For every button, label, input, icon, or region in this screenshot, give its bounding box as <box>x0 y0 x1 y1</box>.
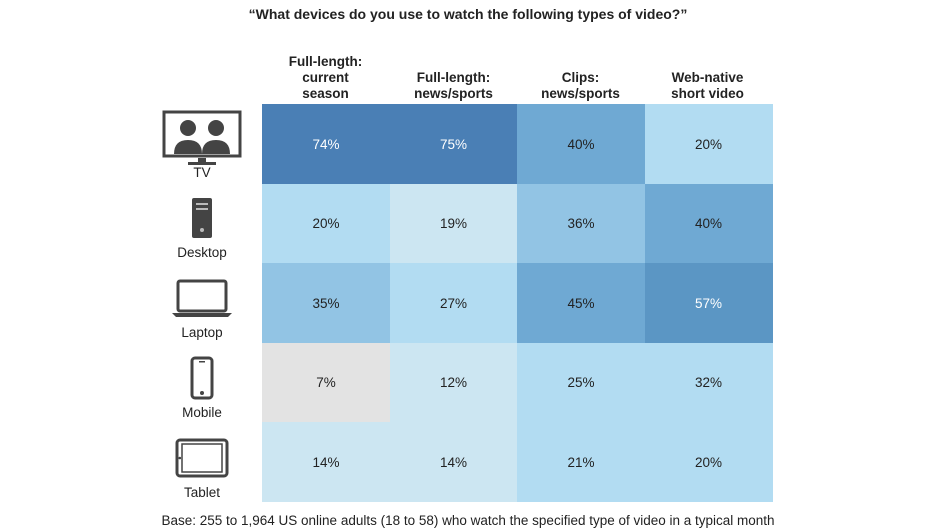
row-label-text: Laptop <box>181 325 223 340</box>
row-label-mobile: Mobile <box>140 344 264 424</box>
row-label-tv: TV <box>140 104 264 184</box>
heatmap-cell: 40% <box>517 104 645 185</box>
heatmap-cell: 19% <box>389 183 518 264</box>
row-label-text: Mobile <box>182 405 222 420</box>
laptop-icon <box>140 272 264 324</box>
heatmap-cell: 32% <box>644 342 773 423</box>
heatmap-cell: 36% <box>517 183 645 264</box>
column-header-clips-news-sports: Clips: news/sports <box>541 70 620 101</box>
heatmap-cell: 27% <box>389 263 518 344</box>
heatmap-cell: 25% <box>517 342 645 423</box>
heatmap-cell: 20% <box>644 104 773 185</box>
heatmap-cell: 45% <box>517 263 645 344</box>
heatmap-cell: 57% <box>644 263 773 344</box>
heatmap-cell: 40% <box>644 183 773 264</box>
heatmap-cell: 74% <box>262 104 390 185</box>
row-label-tablet: Tablet <box>140 424 264 504</box>
tv-icon <box>140 110 264 165</box>
heatmap-grid: 74% 75% 40% 20% 20% 19% 36% 40% 35% 27% 45% 57% 7% 12… <box>262 104 773 503</box>
heatmap-cell: 35% <box>262 263 390 344</box>
row-label-text: Desktop <box>177 245 227 260</box>
heatmap-cell: 20% <box>644 422 773 503</box>
heatmap-cell: 75% <box>389 104 518 185</box>
mobile-phone-icon <box>140 352 264 404</box>
column-header-full-length-current-season: Full-length: current season <box>288 54 363 101</box>
column-header-full-length-news-sports: Full-length: news/sports <box>414 70 493 101</box>
chart-title: “What devices do you use to watch the fo… <box>248 6 688 22</box>
heatmap-cell: 14% <box>262 422 390 503</box>
desktop-tower-icon <box>140 192 264 244</box>
row-label-text: Tablet <box>183 485 221 500</box>
heatmap-cell: 7% <box>262 342 390 423</box>
heatmap-cell: 14% <box>389 422 518 503</box>
heatmap-cell: 20% <box>262 183 390 264</box>
heatmap-cell: 12% <box>389 342 518 423</box>
row-label-desktop: Desktop <box>140 184 264 264</box>
row-label-laptop: Laptop <box>140 264 264 344</box>
column-header-web-native-short-video: Web-native short video <box>671 70 744 101</box>
heatmap-cell: 21% <box>517 422 645 503</box>
row-label-text: TV <box>193 165 211 180</box>
tablet-icon <box>140 432 264 484</box>
footnote: Base: 255 to 1,964 US online adults (18 … <box>161 513 775 528</box>
